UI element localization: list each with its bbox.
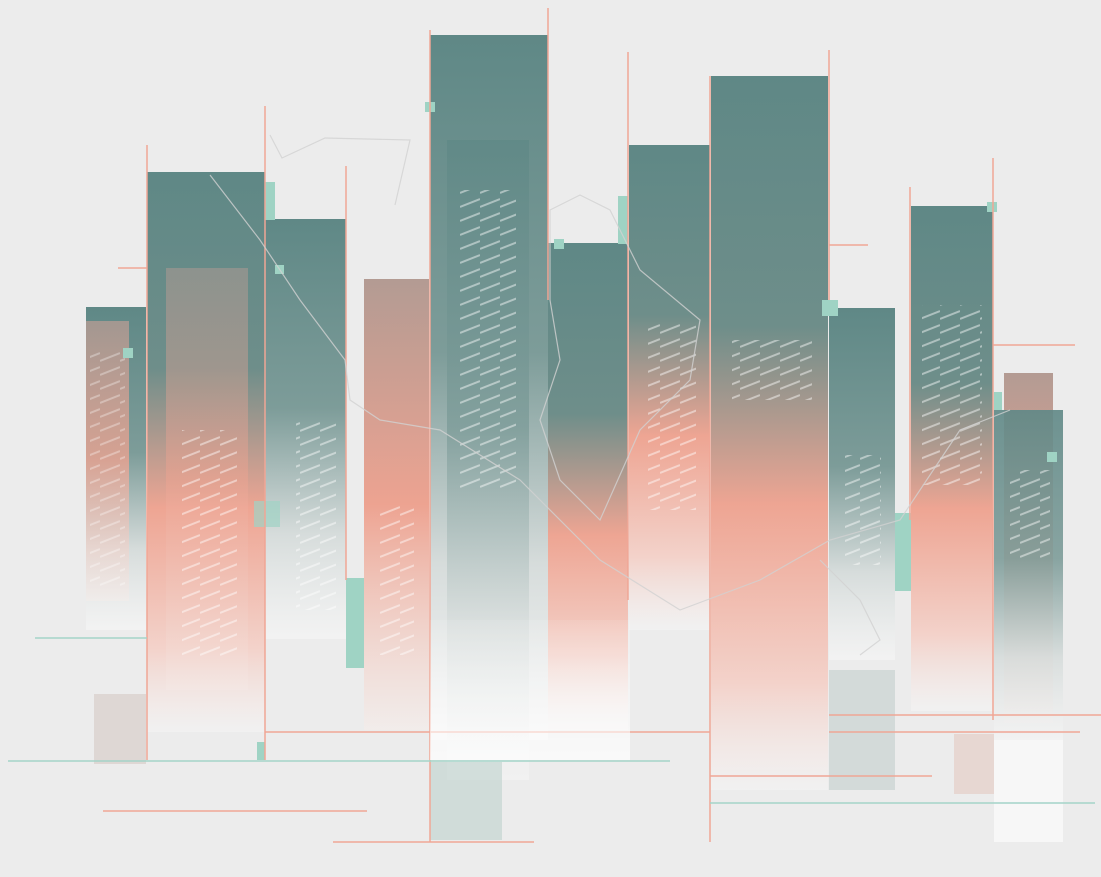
outline <box>819 559 881 656</box>
tower <box>364 279 429 730</box>
hatch <box>922 305 982 485</box>
hatching <box>90 190 1050 660</box>
hatch <box>380 505 414 655</box>
accent <box>1047 452 1057 462</box>
accent <box>123 348 133 358</box>
haze <box>430 620 630 760</box>
accent <box>265 182 275 220</box>
accent <box>554 239 564 249</box>
accent <box>618 196 628 244</box>
hatch <box>1010 470 1050 560</box>
block <box>94 694 146 764</box>
outline <box>269 134 411 206</box>
hatch <box>460 190 516 490</box>
map-outline <box>209 134 1011 656</box>
outline <box>209 174 1011 611</box>
hatch <box>648 320 696 510</box>
accent <box>994 392 1002 410</box>
hatch <box>182 430 237 660</box>
hatch <box>732 340 812 400</box>
hatch <box>90 350 125 590</box>
tower <box>711 76 828 790</box>
hatch <box>845 455 881 565</box>
accent <box>987 202 997 212</box>
outline <box>539 194 701 522</box>
accent <box>257 742 265 760</box>
block <box>829 670 895 790</box>
block <box>954 734 994 794</box>
accent <box>254 501 280 527</box>
accent <box>895 513 911 591</box>
block <box>994 740 1063 842</box>
accent <box>346 578 364 668</box>
accents <box>123 102 1057 760</box>
hatch <box>296 420 336 610</box>
block <box>430 762 502 840</box>
lines <box>8 8 1101 843</box>
tower <box>994 410 1063 740</box>
accent <box>822 300 838 316</box>
